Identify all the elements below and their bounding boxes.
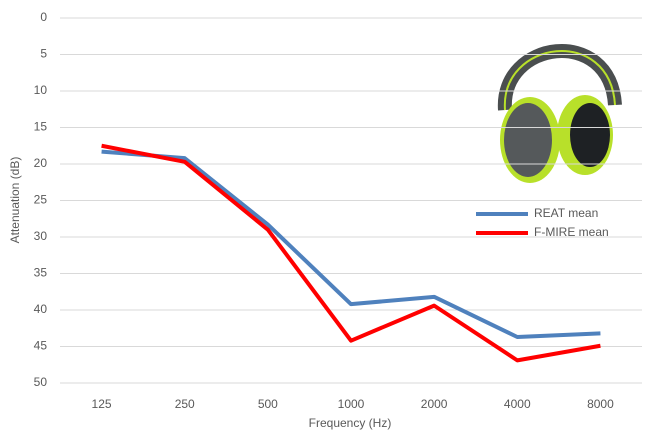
y-tick-label: 0: [40, 10, 47, 24]
y-tick-label: 5: [40, 47, 47, 61]
y-axis-label: Attenuation (dB): [8, 157, 22, 244]
ear-cup-pad: [570, 103, 610, 167]
x-tick-label: 4000: [504, 397, 531, 411]
y-tick-label: 45: [34, 339, 48, 353]
y-tick-label: 15: [34, 120, 48, 134]
y-tick-label: 30: [34, 229, 48, 243]
y-tick-label: 25: [34, 193, 48, 207]
ear-cup-shell: [504, 103, 552, 177]
x-tick-label: 8000: [587, 397, 614, 411]
y-tick-label: 50: [34, 375, 48, 389]
headphones-image: [497, 44, 622, 183]
legend-label: REAT mean: [534, 206, 598, 220]
series-line: [101, 143, 601, 363]
x-tick-label: 2000: [421, 397, 448, 411]
x-tick-label: 500: [258, 397, 278, 411]
x-tick-label: 1000: [338, 397, 365, 411]
headband-accent: [503, 50, 616, 111]
x-tick-label: 125: [92, 397, 112, 411]
y-tick-label: 20: [34, 156, 48, 170]
y-tick-label: 10: [34, 83, 48, 97]
y-tick-label: 35: [34, 266, 48, 280]
x-tick-label: 250: [175, 397, 195, 411]
x-axis-label: Frequency (Hz): [309, 416, 392, 430]
y-tick-label: 40: [34, 302, 48, 316]
legend-label: F-MIRE mean: [534, 225, 609, 239]
series-line: [101, 149, 601, 340]
